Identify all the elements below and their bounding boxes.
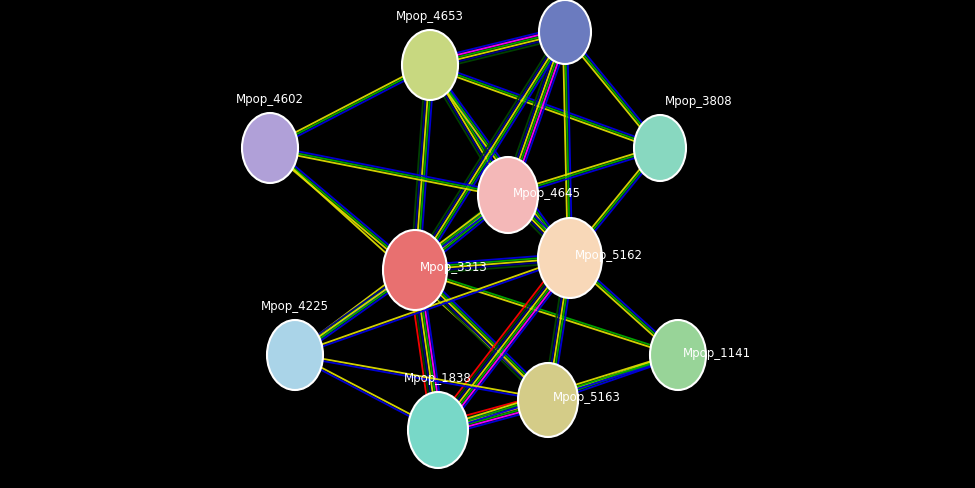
Text: Mpop_3313: Mpop_3313 [420,262,488,274]
Ellipse shape [634,115,686,181]
Text: Mpop_4225: Mpop_4225 [261,300,329,313]
Ellipse shape [518,363,578,437]
Text: Mpop_1838: Mpop_1838 [404,372,472,385]
Ellipse shape [650,320,706,390]
Text: Mpop_4645: Mpop_4645 [513,186,581,200]
Text: Mpop_4602: Mpop_4602 [236,93,304,106]
Ellipse shape [539,0,591,64]
Ellipse shape [242,113,298,183]
Text: Mpop_5162: Mpop_5162 [575,249,643,263]
Ellipse shape [478,157,538,233]
Ellipse shape [408,392,468,468]
Ellipse shape [538,218,602,298]
Text: Mpop_1141: Mpop_1141 [683,346,751,360]
Ellipse shape [267,320,323,390]
Ellipse shape [383,230,447,310]
Text: Mpop_5163: Mpop_5163 [553,391,621,405]
Ellipse shape [402,30,458,100]
Text: Mpop_3808: Mpop_3808 [665,95,732,108]
Text: Mpop_4653: Mpop_4653 [396,10,464,23]
